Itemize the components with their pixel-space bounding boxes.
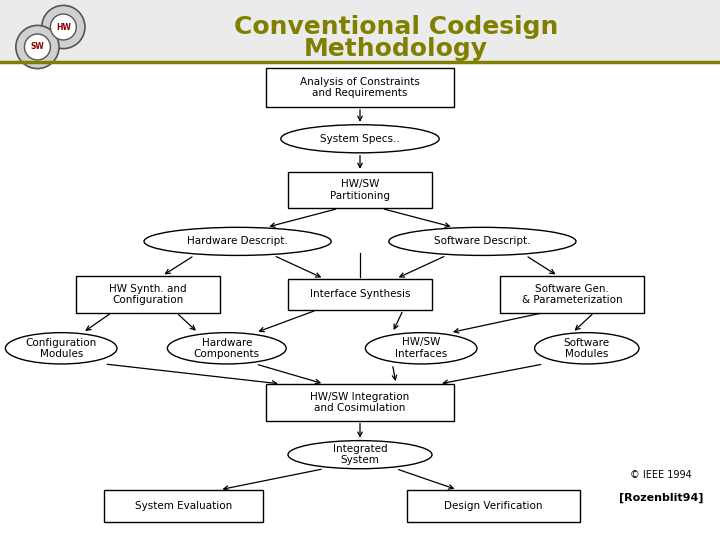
Text: Software
Modules: Software Modules [564, 338, 610, 359]
FancyBboxPatch shape [266, 384, 454, 421]
Bar [0, 0, 720, 62]
Ellipse shape [534, 333, 639, 364]
FancyBboxPatch shape [500, 276, 644, 313]
Ellipse shape [16, 25, 59, 69]
Text: Software Gen.
& Parameterization: Software Gen. & Parameterization [522, 284, 623, 305]
Ellipse shape [50, 14, 76, 40]
Ellipse shape [365, 333, 477, 364]
Text: HW: HW [56, 23, 71, 31]
Text: Hardware
Components: Hardware Components [194, 338, 260, 359]
Text: © IEEE 1994: © IEEE 1994 [630, 470, 692, 480]
FancyBboxPatch shape [288, 279, 432, 310]
Text: HW/SW
Interfaces: HW/SW Interfaces [395, 338, 447, 359]
Text: HW/SW
Partitioning: HW/SW Partitioning [330, 179, 390, 201]
Text: Integrated
System: Integrated System [333, 444, 387, 465]
Text: Conventional Codesign: Conventional Codesign [234, 15, 558, 39]
Text: [Rozenblit94]: [Rozenblit94] [619, 492, 703, 503]
Ellipse shape [144, 227, 331, 255]
FancyBboxPatch shape [288, 172, 432, 208]
Ellipse shape [24, 34, 50, 60]
Text: System Specs..: System Specs.. [320, 134, 400, 144]
Text: SW: SW [30, 43, 45, 51]
Text: Hardware Descript.: Hardware Descript. [187, 237, 288, 246]
Ellipse shape [389, 227, 576, 255]
Ellipse shape [6, 333, 117, 364]
Ellipse shape [167, 333, 287, 364]
Text: Interface Synthesis: Interface Synthesis [310, 289, 410, 299]
Text: HW Synth. and
Configuration: HW Synth. and Configuration [109, 284, 186, 305]
FancyBboxPatch shape [407, 490, 580, 522]
Text: System Evaluation: System Evaluation [135, 501, 233, 511]
Ellipse shape [281, 125, 439, 153]
Text: Software Descript.: Software Descript. [434, 237, 531, 246]
Ellipse shape [42, 5, 85, 49]
FancyBboxPatch shape [76, 276, 220, 313]
Text: Design Verification: Design Verification [444, 501, 542, 511]
Text: Configuration
Modules: Configuration Modules [26, 338, 96, 359]
FancyBboxPatch shape [266, 68, 454, 107]
Text: Methodology: Methodology [304, 37, 488, 60]
FancyBboxPatch shape [104, 490, 263, 522]
Ellipse shape [288, 441, 432, 469]
Text: HW/SW Integration
and Cosimulation: HW/SW Integration and Cosimulation [310, 392, 410, 413]
Text: Analysis of Constraints
and Requirements: Analysis of Constraints and Requirements [300, 77, 420, 98]
